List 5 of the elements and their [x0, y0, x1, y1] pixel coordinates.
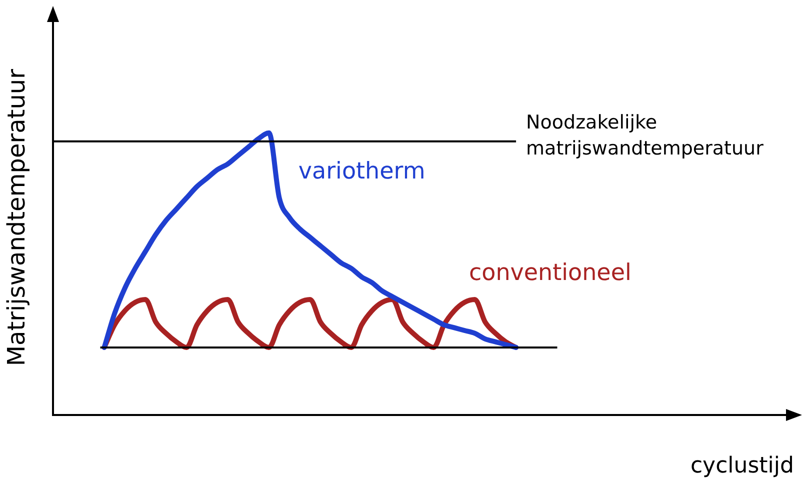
x-axis-title: cyclustijd [690, 454, 794, 479]
y-axis-title: Matrijswandtemperatuur [2, 68, 31, 366]
series-label: variotherm [298, 158, 426, 184]
ref-line-label: Noodzakelijke matrijswandtemperatuur [526, 111, 764, 160]
series-label: conventioneel [468, 260, 632, 286]
